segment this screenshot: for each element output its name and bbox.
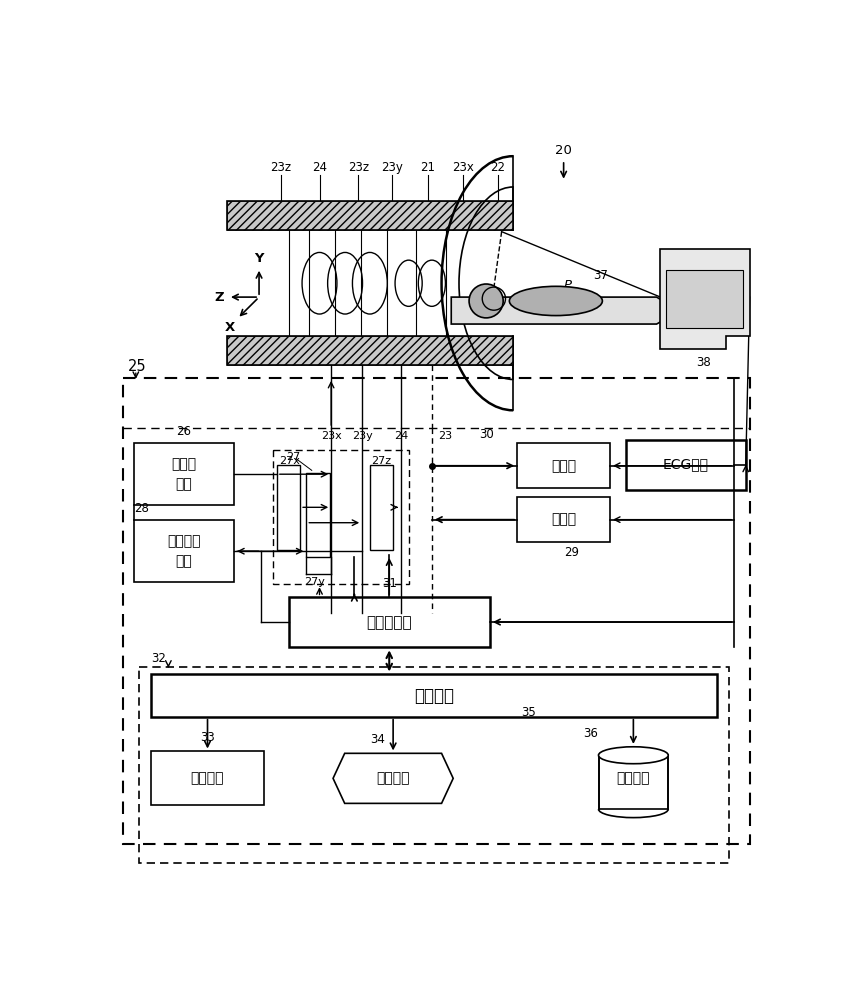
Text: 36: 36 xyxy=(583,727,598,740)
Text: X: X xyxy=(225,321,235,334)
Text: 序列控制器: 序列控制器 xyxy=(367,615,412,630)
Text: 22: 22 xyxy=(490,161,505,174)
Text: 23x: 23x xyxy=(452,161,474,174)
Text: 23y: 23y xyxy=(351,431,373,441)
Bar xyxy=(226,336,513,365)
Text: 37: 37 xyxy=(593,269,608,282)
Text: 27y: 27y xyxy=(304,577,325,587)
Text: 27: 27 xyxy=(286,452,300,462)
Text: P: P xyxy=(563,279,572,292)
Bar xyxy=(139,667,729,863)
Bar xyxy=(370,465,393,550)
Text: 23z: 23z xyxy=(270,161,291,174)
Polygon shape xyxy=(660,249,750,349)
Text: ECG单元: ECG单元 xyxy=(663,458,709,472)
Bar xyxy=(226,336,513,365)
Text: 23y: 23y xyxy=(380,161,403,174)
Bar xyxy=(134,520,234,582)
Text: 发送器: 发送器 xyxy=(551,513,576,527)
Bar xyxy=(151,674,717,717)
Text: 运算装置: 运算装置 xyxy=(414,687,454,705)
Bar xyxy=(517,443,610,488)
Ellipse shape xyxy=(598,747,668,764)
Text: 25: 25 xyxy=(128,359,146,374)
Bar xyxy=(226,201,513,230)
Ellipse shape xyxy=(510,286,603,316)
Text: 23x: 23x xyxy=(321,431,341,441)
Bar xyxy=(598,755,668,809)
Text: 输入装置: 输入装置 xyxy=(191,771,225,785)
Text: 26: 26 xyxy=(176,425,191,438)
Text: Y: Y xyxy=(254,252,264,265)
Polygon shape xyxy=(451,297,680,324)
Circle shape xyxy=(469,284,503,318)
Text: 24: 24 xyxy=(394,431,408,441)
Bar xyxy=(277,465,300,550)
Text: 存储装置: 存储装置 xyxy=(617,771,650,785)
Text: 静磁场
电源: 静磁场 电源 xyxy=(171,457,197,491)
Text: 20: 20 xyxy=(555,144,572,157)
Bar xyxy=(517,497,610,542)
Text: 33: 33 xyxy=(200,731,215,744)
Text: 31: 31 xyxy=(382,577,397,590)
Text: 35: 35 xyxy=(522,706,536,719)
Text: 27x: 27x xyxy=(280,456,300,466)
Bar xyxy=(273,450,408,584)
Text: 显示装置: 显示装置 xyxy=(376,771,410,785)
Bar xyxy=(288,597,490,647)
Text: 24: 24 xyxy=(312,161,327,174)
Text: 27z: 27z xyxy=(371,456,391,466)
Text: 23z: 23z xyxy=(348,161,368,174)
Bar xyxy=(123,378,750,844)
Text: Z: Z xyxy=(214,291,224,304)
Bar xyxy=(151,751,264,805)
Text: 32: 32 xyxy=(151,652,167,666)
Bar xyxy=(226,201,513,230)
Text: 34: 34 xyxy=(370,733,385,746)
Bar xyxy=(625,440,745,490)
Text: 29: 29 xyxy=(564,546,579,559)
Text: 28: 28 xyxy=(134,502,149,515)
Bar xyxy=(134,443,234,505)
Text: 21: 21 xyxy=(420,161,436,174)
Text: 匀场线圈
电源: 匀场线圈 电源 xyxy=(167,534,201,568)
Bar xyxy=(666,270,744,328)
Bar xyxy=(306,473,329,557)
Polygon shape xyxy=(333,753,454,803)
Text: 接收器: 接收器 xyxy=(551,459,576,473)
Text: 30: 30 xyxy=(479,428,494,441)
Text: 38: 38 xyxy=(696,356,711,369)
Text: 23: 23 xyxy=(438,431,452,441)
